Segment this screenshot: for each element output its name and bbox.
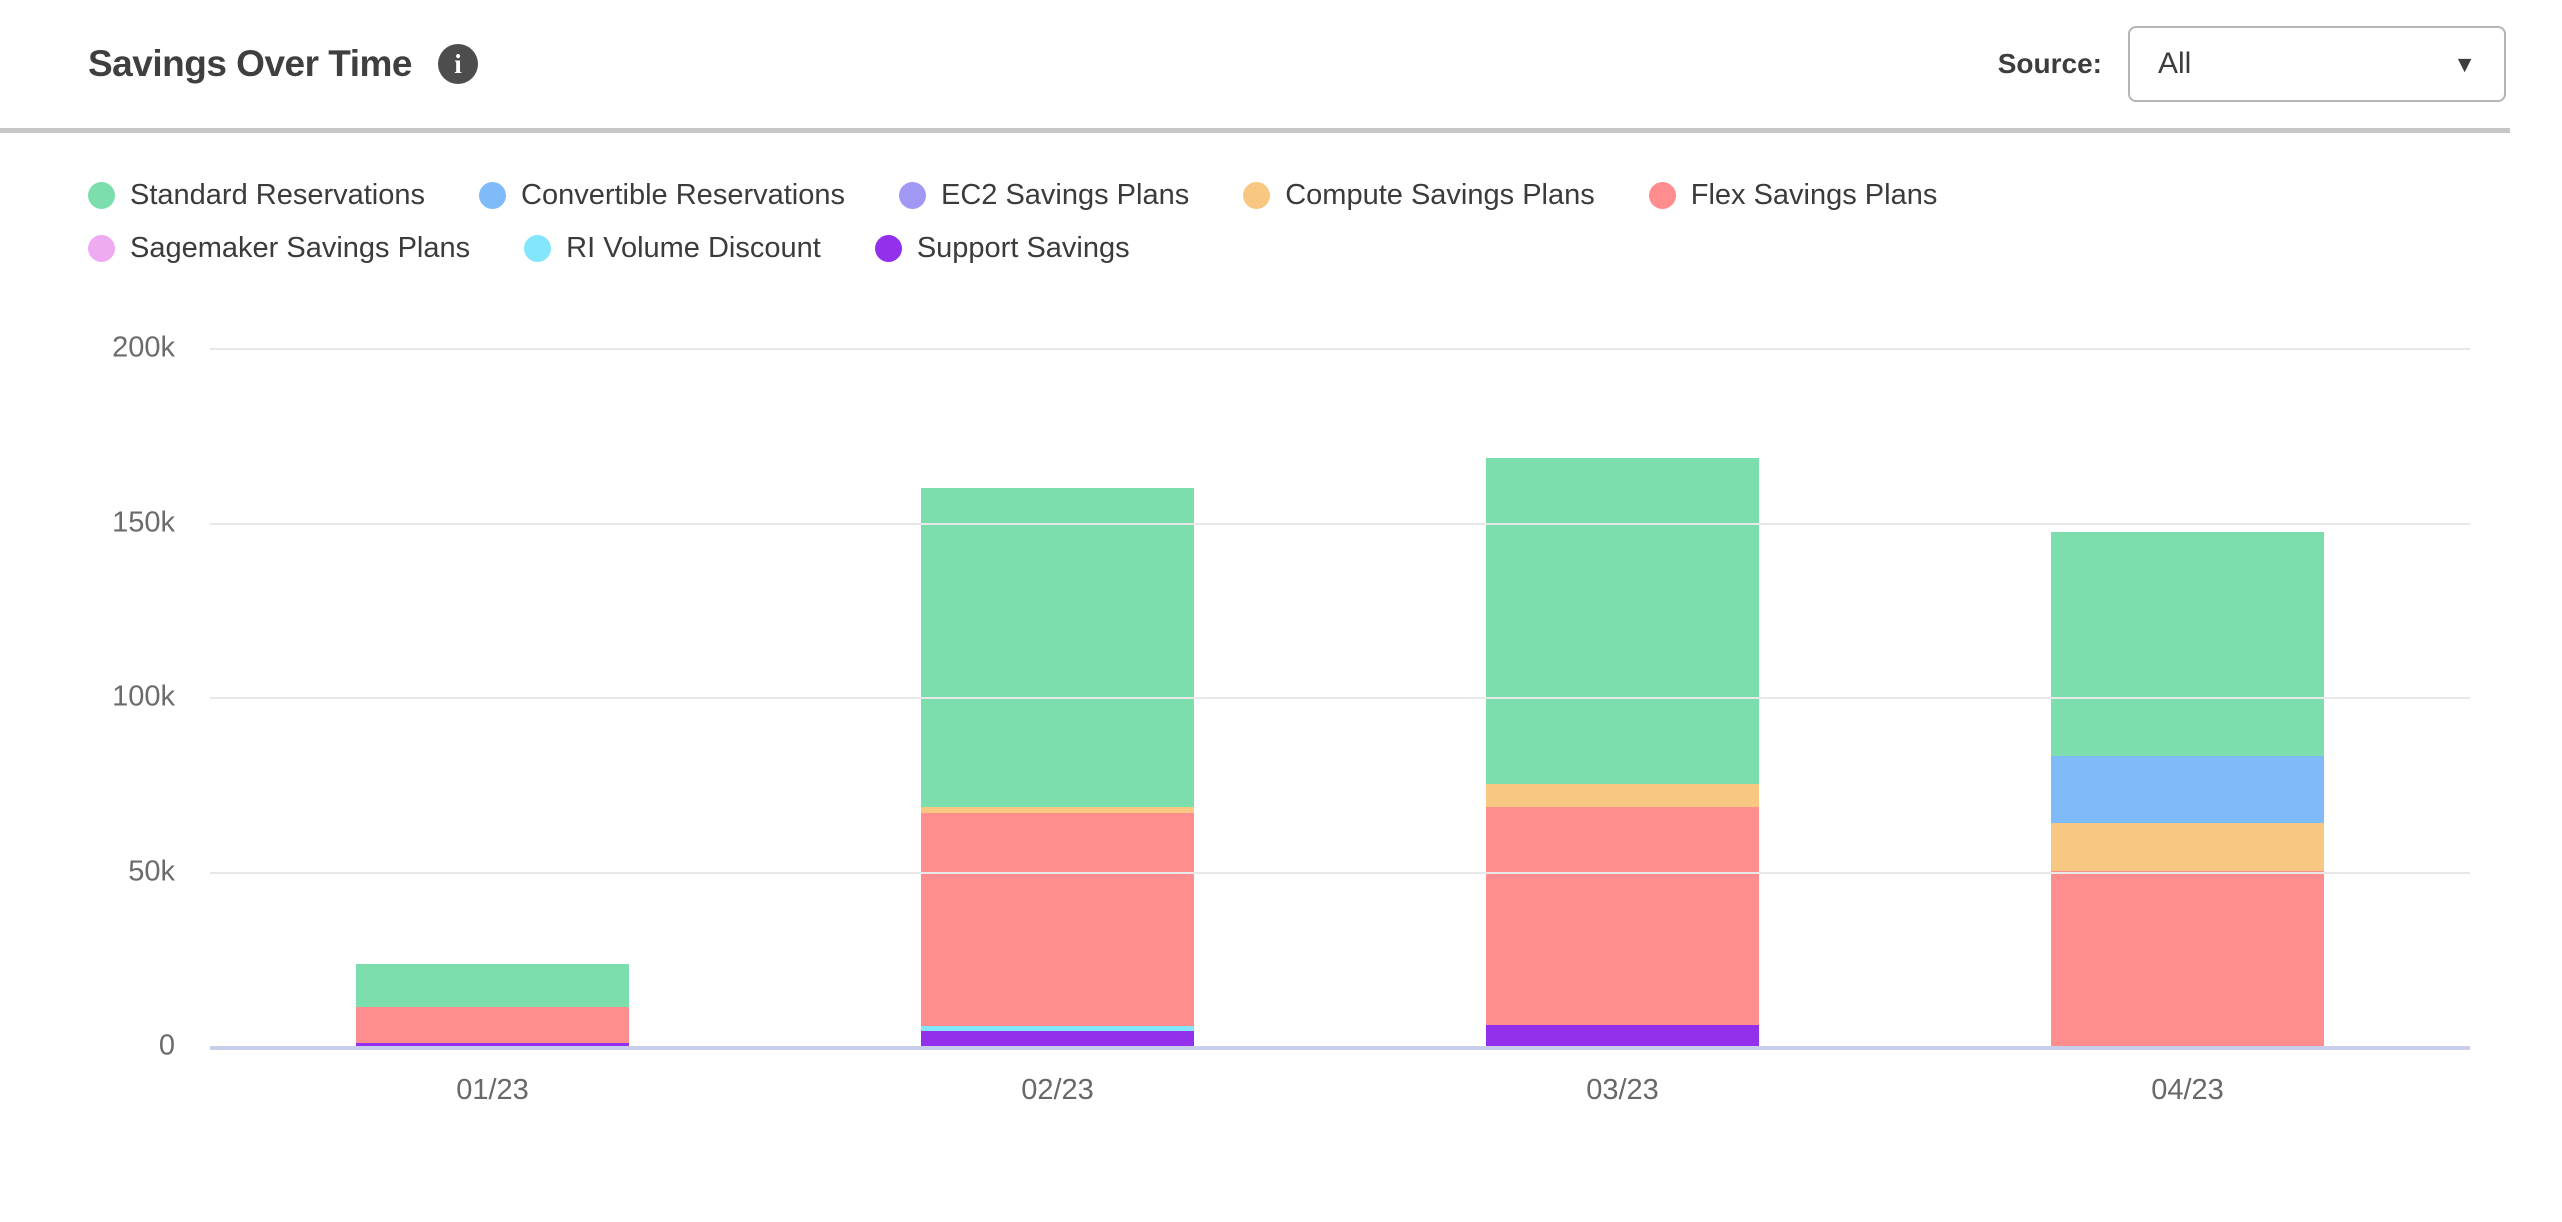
- y-axis-label: 100k: [112, 680, 175, 713]
- x-axis-labels: 01/23 02/23 03/23 04/23: [210, 1074, 2470, 1107]
- plot-area: [210, 348, 2470, 1046]
- legend-dot-icon: [88, 235, 115, 262]
- bar-segment[interactable]: [921, 807, 1194, 813]
- legend-dot-icon: [1648, 182, 1676, 209]
- bar-segment[interactable]: [2051, 532, 2324, 756]
- bar-segment[interactable]: [2051, 871, 2324, 1046]
- legend-item[interactable]: EC2 Savings Plans: [898, 179, 1190, 212]
- bar-segment[interactable]: [1486, 807, 1759, 1025]
- title-wrap: Savings Over Time i: [88, 43, 478, 85]
- legend-item[interactable]: RI Volume Discount: [524, 232, 821, 265]
- source-dropdown-value: All: [2158, 47, 2192, 80]
- legend-item-label: EC2 Savings Plans: [940, 179, 1190, 211]
- legend-dot-icon: [1243, 182, 1271, 209]
- savings-chart: 01/23 02/23 03/23 04/23 200k 150k 100k 50k 0: [112, 332, 2470, 1106]
- gridline: [210, 522, 2470, 525]
- gridline: [210, 697, 2470, 699]
- legend-item-label: Standard Reservations: [130, 179, 425, 211]
- x-axis-line: [210, 1046, 2470, 1050]
- stacked-bar: [921, 488, 1194, 1046]
- legend-dot-icon: [479, 182, 506, 209]
- legend-item-label: RI Volume Discount: [566, 232, 821, 264]
- legend-item[interactable]: Flex Savings Plans: [1648, 179, 1938, 212]
- gridline: [210, 871, 2470, 874]
- chevron-down-icon: ▼: [2453, 50, 2476, 77]
- gridline: [210, 348, 2470, 350]
- x-axis-label: 04/23: [2151, 1074, 2224, 1106]
- bar-segment[interactable]: [921, 488, 1194, 807]
- legend-item-label: Sagemaker Savings Plans: [130, 232, 471, 264]
- legend: Standard Reservations Convertible Reserva…: [88, 179, 2238, 265]
- bar-segment[interactable]: [921, 813, 1194, 1026]
- bar-segment[interactable]: [356, 1043, 629, 1046]
- x-axis-label: 02/23: [1021, 1074, 1094, 1106]
- bar-segment[interactable]: [2051, 823, 2324, 871]
- bar-slot: [775, 348, 1340, 1046]
- source-filter: Source: All ▼: [1998, 26, 2506, 102]
- y-axis-label: 0: [158, 1029, 175, 1062]
- legend-dot-icon: [874, 235, 902, 262]
- header-divider: [0, 128, 2510, 133]
- legend-item[interactable]: Standard Reservations: [88, 179, 425, 212]
- legend-item-label: Compute Savings Plans: [1285, 179, 1595, 211]
- stacked-bar: [1486, 458, 1759, 1046]
- bar-slot: [210, 348, 775, 1046]
- bar-slot: [1340, 348, 1905, 1046]
- bar-segment[interactable]: [921, 1031, 1194, 1046]
- page-title: Savings Over Time: [88, 43, 412, 84]
- legend-item-label: Convertible Reservations: [521, 179, 845, 211]
- bar-segment[interactable]: [356, 1007, 629, 1043]
- y-axis-label: 200k: [112, 331, 175, 364]
- legend-dot-icon: [524, 235, 552, 262]
- legend-item-label: Support Savings: [916, 232, 1130, 264]
- legend-item-label: Flex Savings Plans: [1690, 179, 1938, 211]
- panel-header: Savings Over Time i Source: All ▼: [0, 0, 2562, 128]
- source-label: Source:: [1997, 48, 2102, 79]
- legend-item[interactable]: Convertible Reservations: [479, 179, 845, 212]
- y-axis-label: 150k: [112, 506, 175, 538]
- stacked-bar: [2051, 532, 2324, 1046]
- bar-segment[interactable]: [921, 1026, 1194, 1031]
- source-dropdown[interactable]: All ▼: [2128, 26, 2506, 102]
- bar-segment[interactable]: [356, 964, 629, 1007]
- bar-segment[interactable]: [2051, 756, 2324, 823]
- bar-segment[interactable]: [1486, 784, 1759, 807]
- legend-item[interactable]: Support Savings: [874, 232, 1130, 265]
- legend-dot-icon: [88, 182, 115, 209]
- y-axis-label: 50k: [128, 855, 175, 887]
- info-icon[interactable]: i: [437, 44, 478, 84]
- legend-item[interactable]: Compute Savings Plans: [1243, 179, 1595, 212]
- x-axis-label: 01/23: [456, 1074, 529, 1106]
- stacked-bar: [356, 964, 629, 1046]
- bar-segment[interactable]: [1486, 458, 1759, 784]
- legend-item[interactable]: Sagemaker Savings Plans: [88, 232, 470, 265]
- x-axis-label: 03/23: [1586, 1074, 1659, 1106]
- bar-slot: [1905, 348, 2470, 1046]
- legend-dot-icon: [898, 182, 926, 209]
- bar-segment[interactable]: [1486, 1025, 1759, 1046]
